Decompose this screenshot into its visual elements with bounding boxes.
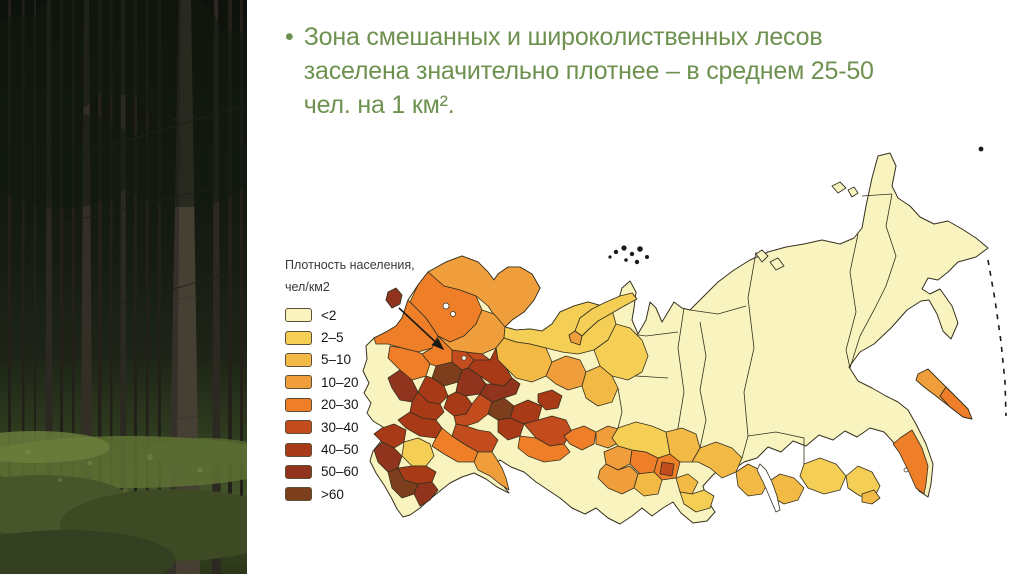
map-border-line: [845, 233, 859, 369]
map-region: [861, 489, 881, 505]
legend-label: 10–20: [321, 374, 359, 390]
map-region: [845, 465, 881, 499]
map-border-line: [699, 321, 707, 449]
legend-swatch: [285, 330, 312, 345]
legend-label: 20–30: [321, 397, 359, 413]
map-region: [387, 345, 431, 381]
map-island-dot: [978, 146, 984, 152]
forest-photo-art: [0, 0, 247, 574]
bullet-line-2: заселена значительно плотнее – в среднем…: [303, 57, 874, 85]
legend-swatch: [285, 464, 312, 479]
map-island: [847, 186, 859, 198]
map-region: [611, 421, 671, 459]
map-region: [691, 441, 743, 479]
map-region: [679, 489, 715, 513]
legend-label: 40–50: [321, 442, 359, 458]
legend-item: 2–5: [285, 326, 415, 348]
legend-item: 40–50: [285, 438, 415, 460]
legend-label: 30–40: [321, 419, 359, 435]
map-island-dot: [624, 258, 628, 262]
legend-label: 2–5: [321, 330, 344, 346]
bullet-marker: •: [285, 23, 294, 51]
map-region: [427, 255, 541, 328]
map-border-line: [849, 193, 897, 369]
map-region: [563, 425, 597, 451]
russia-map: [362, 146, 1007, 525]
map-border-line: [861, 193, 893, 197]
map-region: [413, 481, 439, 507]
map-region: [593, 323, 649, 381]
map-island: [568, 330, 583, 346]
legend-item: 20–30: [285, 394, 415, 416]
map-region: [892, 429, 929, 495]
lake-baikal: [756, 463, 781, 513]
map-region: [401, 437, 435, 467]
legend-title-line2: чел/км2: [285, 280, 330, 294]
legend-item: 5–10: [285, 349, 415, 371]
map-lake: [450, 311, 456, 317]
map-container: [356, 142, 1024, 570]
legend-swatch: [285, 442, 312, 457]
map-region: [675, 473, 699, 495]
map-region: [581, 365, 619, 407]
legend-swatch: [285, 397, 312, 412]
map-island-dot: [645, 255, 649, 259]
legend-item: >60: [285, 483, 415, 505]
legend-item: 50–60: [285, 461, 415, 483]
map-region: [373, 441, 403, 473]
map-region: [537, 389, 563, 411]
legend-swatch: [285, 375, 312, 390]
map-lake: [903, 467, 909, 473]
map-region: [633, 471, 663, 497]
map-border-line: [741, 251, 757, 459]
map-border-line: [617, 387, 623, 429]
map-border-line: [689, 305, 747, 315]
legend-label: >60: [321, 486, 344, 502]
bullet-text: Зона смешанных и широколиственных лесов …: [304, 20, 874, 122]
map-lake: [461, 355, 467, 361]
legend-swatch: [285, 420, 312, 435]
map-island-dot: [613, 249, 619, 255]
map-island-dot: [637, 246, 643, 252]
map-island-dot: [629, 251, 635, 257]
legend-title-line1: Плотность населения,: [285, 258, 415, 272]
map-island-dot: [634, 259, 640, 265]
legend-item: <2: [285, 304, 415, 326]
legend-label: 5–10: [321, 352, 352, 368]
map-region: [659, 461, 675, 477]
bullet-item: • Зона смешанных и широколиственных лесо…: [285, 20, 965, 122]
kaliningrad-arrow: [398, 307, 445, 351]
forest-photo: [0, 0, 247, 574]
map-island: [831, 181, 847, 194]
map-island: [755, 249, 769, 263]
kuril-islands-line: [987, 259, 1007, 417]
map-border-line: [747, 431, 805, 464]
map-island-dot: [608, 255, 612, 259]
bullet-line-1: Зона смешанных и широколиственных лесов: [303, 23, 823, 51]
map-region: [373, 299, 439, 353]
map-region: [517, 435, 571, 463]
map-island: [769, 257, 785, 271]
legend-item: 10–20: [285, 371, 415, 393]
map-island-dot: [621, 245, 627, 251]
map-island: [939, 386, 973, 420]
map-region: [473, 451, 510, 491]
legend-items: <2 2–5 5–10 10–20 20–30 30–40 40–50 50–60 >60: [285, 304, 415, 506]
map-region: [799, 457, 847, 495]
map-legend: Плотность населения, чел/км2 <2 2–5 5–10 10…: [285, 258, 415, 506]
legend-label: 50–60: [321, 464, 359, 480]
legend-item: 30–40: [285, 416, 415, 438]
bullet-line-3: чел. на 1 км².: [303, 91, 455, 119]
map-lake: [442, 302, 450, 310]
legend-swatch: [285, 308, 312, 323]
legend-swatch: [285, 352, 312, 367]
map-region: [387, 369, 419, 403]
legend-label: <2: [321, 307, 337, 323]
kaliningrad-region: [385, 287, 403, 309]
legend-swatch: [285, 487, 312, 502]
